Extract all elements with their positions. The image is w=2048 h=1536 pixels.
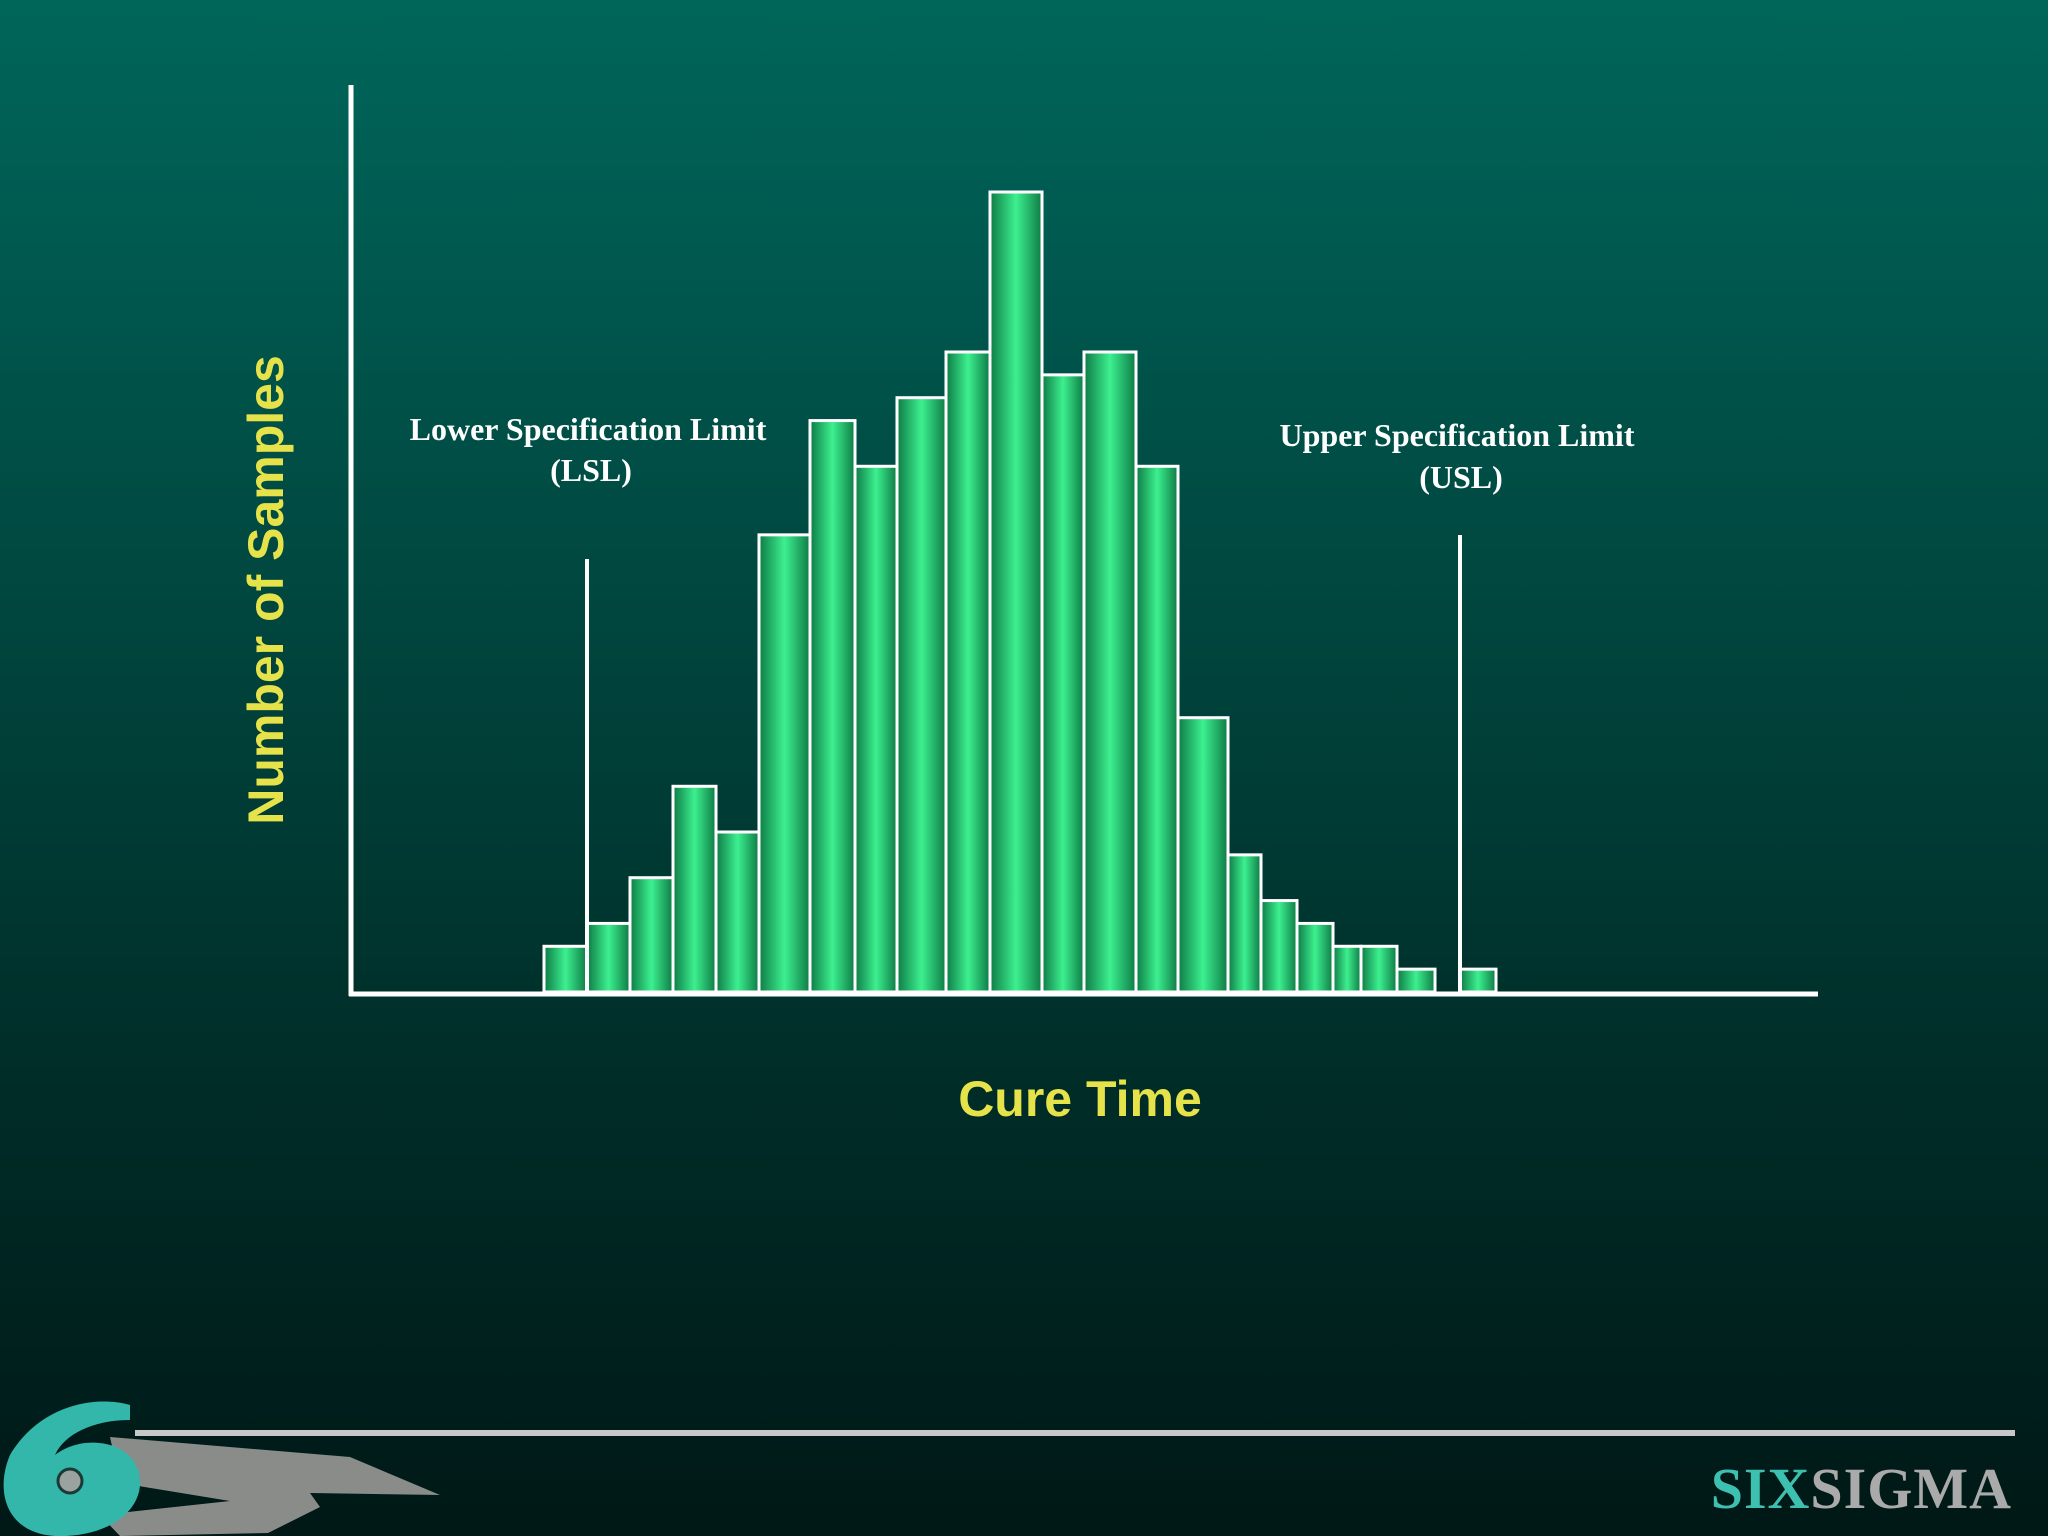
histogram-bar	[988, 190, 1044, 994]
histogram-bar	[808, 419, 857, 994]
brand-sigma: SIGMA	[1810, 1456, 2012, 1521]
usl-label-line2: (USL)	[1419, 459, 1503, 495]
lsl-label-line1: Lower Specification Limit	[410, 411, 767, 447]
usl-label-line1: Upper Specification Limit	[1280, 417, 1635, 453]
x-axis-title: Cure Time	[958, 1071, 1202, 1127]
bars-group	[542, 190, 1498, 994]
histogram-bar	[895, 396, 948, 994]
histogram-bar	[1040, 373, 1086, 994]
brand-six: SIX	[1710, 1456, 1811, 1521]
footer-divider	[135, 1430, 2015, 1436]
histogram-bar	[542, 944, 589, 994]
histogram-bar	[757, 533, 812, 994]
histogram-bar	[585, 921, 632, 994]
histogram-bar	[1082, 350, 1138, 994]
histogram-bar	[1359, 944, 1399, 994]
six-sigma-logo-icon	[3, 1401, 440, 1536]
logo-six-hole	[56, 1467, 84, 1495]
y-axis-title: Number of Samples	[238, 355, 294, 825]
histogram-bar	[1226, 853, 1263, 994]
histogram-bar	[1259, 899, 1299, 994]
histogram-bar	[671, 784, 718, 994]
histogram-bar	[944, 350, 992, 994]
brand-wordmark: SIXSIGMA	[1711, 1455, 2012, 1522]
histogram-bar	[1331, 944, 1363, 994]
histogram-bar	[714, 830, 761, 994]
histogram-bar	[1295, 921, 1335, 994]
histogram-bar	[1458, 967, 1498, 994]
histogram-bar	[853, 464, 899, 994]
histogram-bar	[1395, 967, 1437, 994]
histogram-bar	[628, 876, 675, 994]
histogram-bar	[1176, 716, 1230, 994]
lsl-label-line2: (LSL)	[550, 452, 632, 488]
histogram-bar	[1134, 464, 1180, 994]
logo-sigma-swoosh	[100, 1437, 440, 1536]
